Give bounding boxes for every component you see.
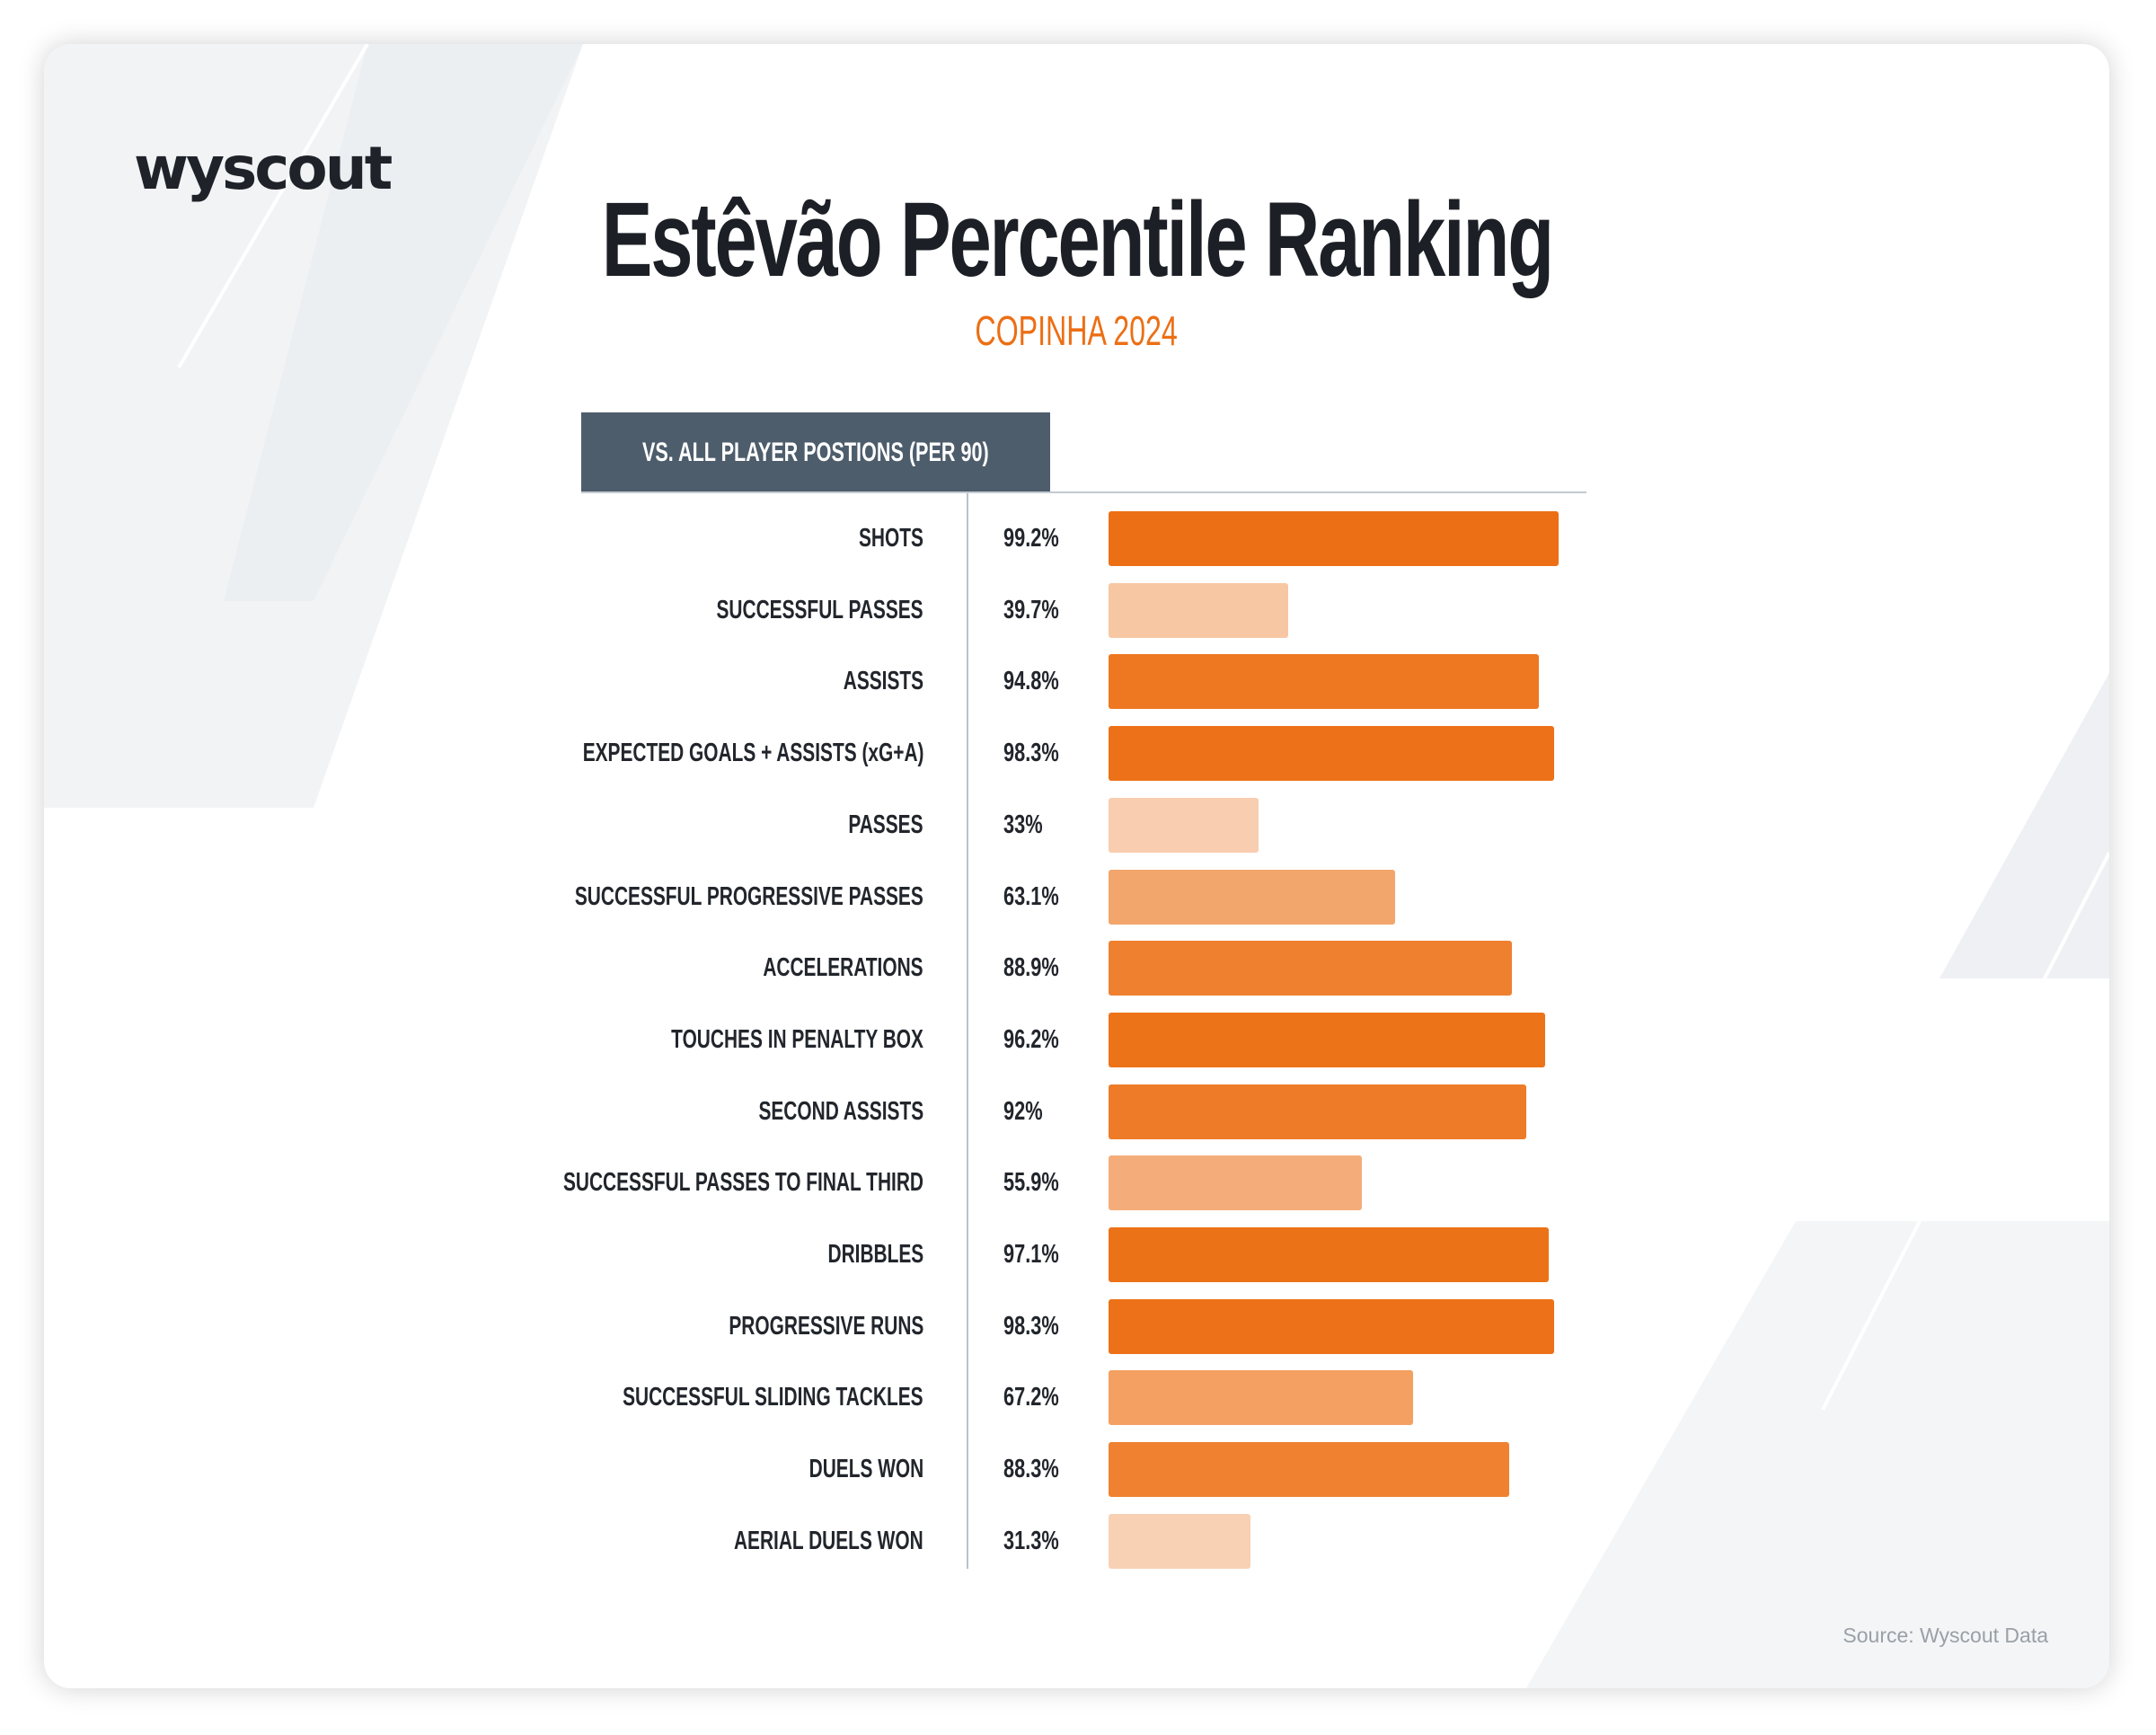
- category-label: SECOND ASSISTS: [758, 1096, 923, 1126]
- value-label: 88.9%: [1003, 953, 1059, 983]
- value-label: 39.7%: [1003, 595, 1059, 624]
- category-label: SUCCESSFUL SLIDING TACKLES: [623, 1383, 923, 1412]
- category-label: ASSISTS: [843, 667, 923, 696]
- bar: [1109, 1298, 1555, 1354]
- chart-subtitle-text: COPINHA 2024: [975, 307, 1179, 354]
- bar: [1109, 582, 1289, 638]
- bar: [1109, 511, 1559, 566]
- value-label: 33%: [1003, 810, 1043, 839]
- comparison-header: VS. ALL PLAYER POSTIONS (PER 90): [581, 412, 1050, 492]
- value-label: 31.3%: [1003, 1526, 1059, 1555]
- source-note: Source: Wyscout Data: [1842, 1624, 2048, 1647]
- infographic-card: wyscout Estêvão Percentile Ranking COPIN…: [44, 44, 2109, 1688]
- bar: [1109, 1513, 1251, 1569]
- category-label: SUCCESSFUL PASSES TO FINAL THIRD: [562, 1168, 923, 1198]
- label-divider: [967, 493, 968, 1569]
- bar: [1109, 1155, 1363, 1211]
- wyscout-logo: wyscout: [134, 134, 393, 203]
- category-label: DRIBBLES: [827, 1240, 923, 1269]
- value-label: 96.2%: [1003, 1024, 1059, 1054]
- category-label: DUELS WON: [808, 1455, 923, 1484]
- value-label: 98.3%: [1003, 1311, 1059, 1341]
- chart-subtitle: COPINHA 2024: [44, 306, 2109, 355]
- bar: [1109, 797, 1259, 853]
- value-label: 63.1%: [1003, 881, 1059, 911]
- category-label: SHOTS: [859, 524, 923, 553]
- value-label: 99.2%: [1003, 524, 1059, 553]
- value-label: 94.8%: [1003, 667, 1059, 696]
- category-label: TOUCHES IN PENALTY BOX: [671, 1024, 923, 1054]
- comparison-header-text: VS. ALL PLAYER POSTIONS (PER 90): [642, 437, 989, 467]
- value-label: 92%: [1003, 1096, 1043, 1126]
- bar: [1109, 654, 1539, 710]
- bar: [1109, 1370, 1414, 1426]
- background-decoration: [44, 44, 2109, 1688]
- chart-title-text: Estêvão Percentile Ranking: [601, 181, 1553, 299]
- bar: [1109, 726, 1555, 782]
- category-label: PROGRESSIVE RUNS: [729, 1311, 923, 1341]
- category-label: ACCELERATIONS: [763, 953, 923, 983]
- bar: [1109, 941, 1512, 996]
- category-label: SUCCESSFUL PASSES: [716, 595, 923, 624]
- category-label: PASSES: [848, 810, 923, 839]
- bar: [1109, 1084, 1526, 1139]
- bar: [1109, 1227, 1550, 1282]
- header-divider: [581, 491, 1586, 493]
- value-label: 98.3%: [1003, 739, 1059, 768]
- value-label: 88.3%: [1003, 1455, 1059, 1484]
- value-label: 97.1%: [1003, 1240, 1059, 1269]
- category-label: SUCCESSFUL PROGRESSIVE PASSES: [575, 881, 923, 911]
- bar: [1109, 1442, 1509, 1498]
- category-label: AERIAL DUELS WON: [734, 1526, 923, 1555]
- bar: [1109, 1012, 1545, 1067]
- bar: [1109, 869, 1395, 925]
- value-label: 55.9%: [1003, 1168, 1059, 1198]
- category-label: EXPECTED GOALS + ASSISTS (xG+A): [582, 739, 923, 768]
- value-label: 67.2%: [1003, 1383, 1059, 1412]
- chart-title: Estêvão Percentile Ranking: [44, 179, 2109, 301]
